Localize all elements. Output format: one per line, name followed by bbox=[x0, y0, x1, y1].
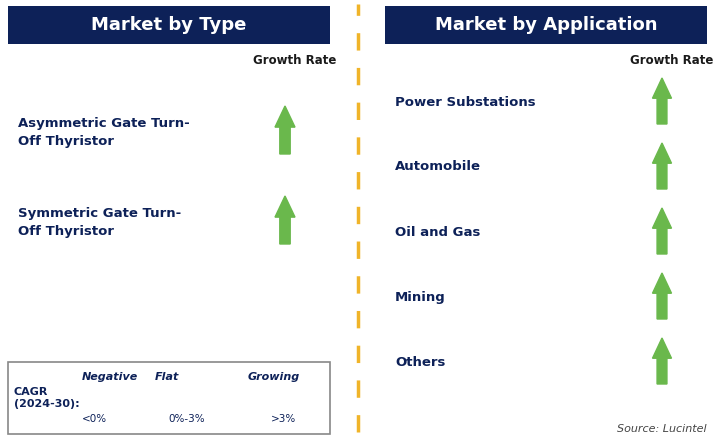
Polygon shape bbox=[653, 273, 671, 319]
Text: Flat: Flat bbox=[155, 372, 179, 382]
Text: Source: Lucintel: Source: Lucintel bbox=[617, 424, 707, 434]
Text: Others: Others bbox=[395, 355, 445, 369]
Polygon shape bbox=[653, 143, 671, 189]
Text: Automobile: Automobile bbox=[395, 160, 481, 174]
Text: CAGR
(2024-30):: CAGR (2024-30): bbox=[14, 387, 79, 409]
Text: Growth Rate: Growth Rate bbox=[631, 53, 714, 66]
Text: Market by Type: Market by Type bbox=[92, 16, 247, 34]
Text: Growing: Growing bbox=[248, 372, 300, 382]
Polygon shape bbox=[275, 196, 295, 244]
Polygon shape bbox=[653, 338, 671, 384]
Text: Asymmetric Gate Turn-
Off Thyristor: Asymmetric Gate Turn- Off Thyristor bbox=[18, 117, 189, 148]
Text: Mining: Mining bbox=[395, 290, 445, 304]
Text: Market by Application: Market by Application bbox=[435, 16, 657, 34]
Text: Negative: Negative bbox=[82, 372, 138, 382]
Text: Oil and Gas: Oil and Gas bbox=[395, 225, 480, 239]
Polygon shape bbox=[653, 78, 671, 124]
Polygon shape bbox=[176, 387, 220, 409]
FancyBboxPatch shape bbox=[385, 6, 707, 44]
FancyBboxPatch shape bbox=[8, 6, 330, 44]
Polygon shape bbox=[95, 384, 109, 416]
FancyBboxPatch shape bbox=[8, 362, 330, 434]
Text: 0%-3%: 0%-3% bbox=[168, 414, 204, 424]
Text: Power Substations: Power Substations bbox=[395, 95, 536, 108]
Polygon shape bbox=[275, 106, 295, 154]
Polygon shape bbox=[653, 208, 671, 254]
Text: <0%: <0% bbox=[82, 414, 107, 424]
Polygon shape bbox=[288, 382, 302, 414]
Text: >3%: >3% bbox=[271, 414, 296, 424]
Text: Growth Rate: Growth Rate bbox=[253, 53, 337, 66]
Text: Symmetric Gate Turn-
Off Thyristor: Symmetric Gate Turn- Off Thyristor bbox=[18, 206, 181, 237]
